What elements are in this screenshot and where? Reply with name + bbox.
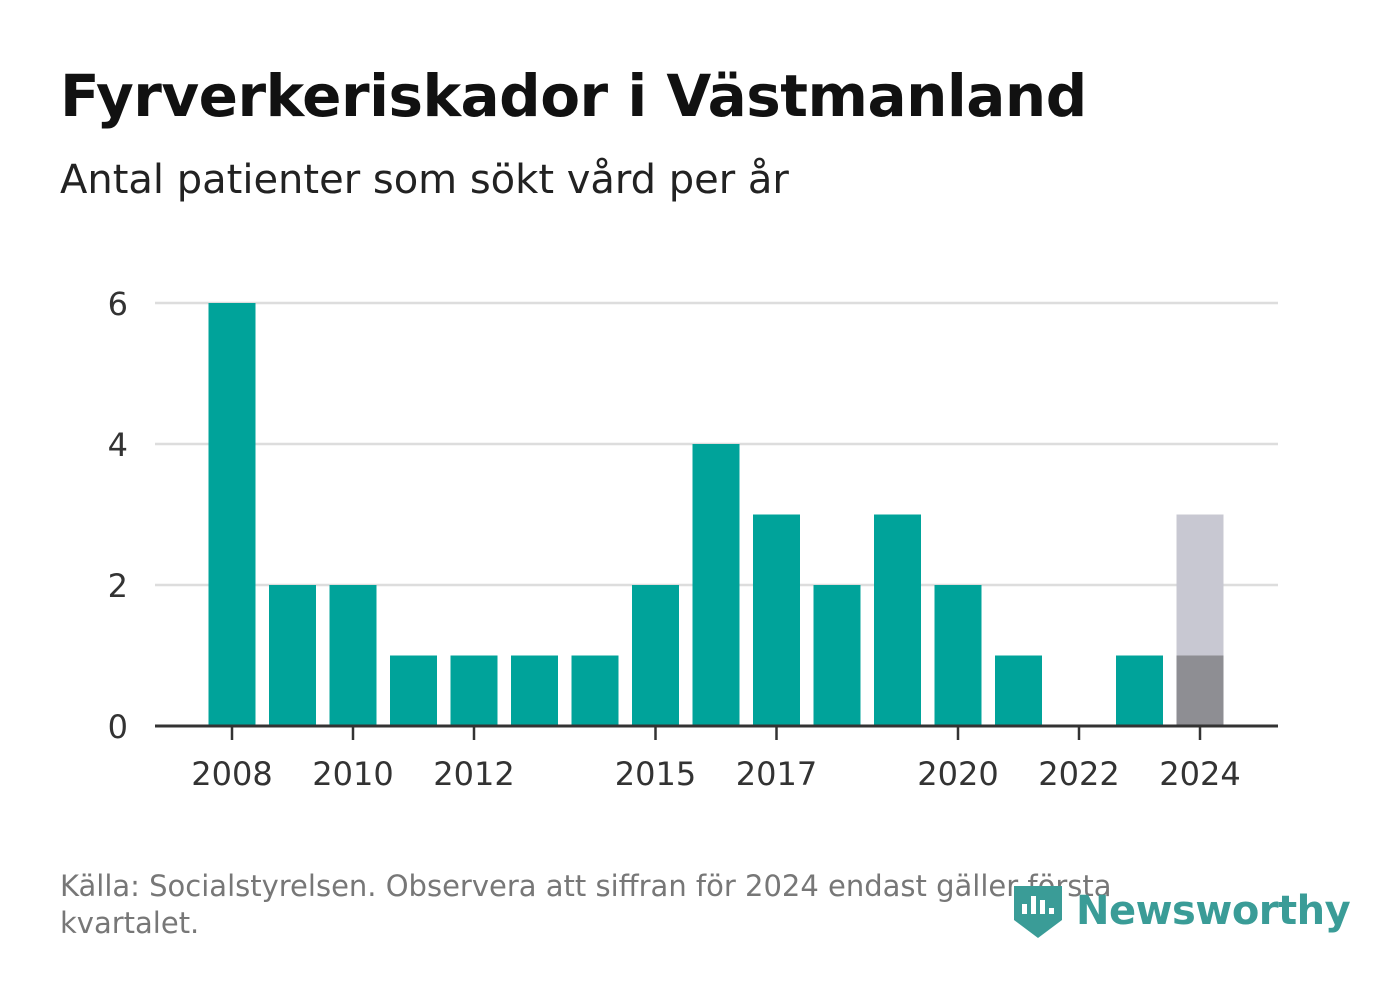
x-tick-label: 2024	[1159, 755, 1240, 793]
bar-2023	[1116, 655, 1163, 726]
bar-2021	[995, 655, 1042, 726]
bar-2010	[329, 585, 377, 726]
x-tick-label: 2010	[312, 755, 393, 793]
bar-2015	[632, 585, 679, 726]
bar-2018	[813, 585, 861, 726]
x-tick-label: 2012	[433, 755, 514, 793]
bar-2024-partial	[1176, 655, 1224, 726]
bar-2019	[874, 514, 921, 726]
logo-text: Newsworthy	[1076, 888, 1351, 934]
y-tick-label: 0	[108, 708, 128, 746]
bar-2009	[269, 585, 316, 726]
newsworthy-logo: Newsworthy	[1010, 880, 1351, 942]
bars	[208, 303, 1224, 726]
newsworthy-logo-icon	[1014, 886, 1062, 938]
bar-2020	[934, 585, 982, 726]
y-tick-label: 6	[108, 285, 128, 323]
bar-2024-full-year	[1176, 514, 1224, 656]
chart-title: Fyrverkeriskador i Västmanland	[60, 62, 1087, 130]
axes: 0 2 4 6 2008 2010 2012 2015 2017 2020 2022 2024	[108, 285, 1278, 793]
source-note: Källa: Socialstyrelsen. Observera att si…	[60, 869, 1112, 940]
bar-2014	[571, 655, 619, 726]
x-tick-label: 2008	[191, 755, 272, 793]
bar-2008	[208, 303, 256, 726]
bar-2017	[753, 514, 800, 726]
bar-2016	[692, 444, 740, 726]
bar-2013	[511, 655, 558, 726]
x-tick-label: 2022	[1038, 755, 1119, 793]
y-tick-label: 2	[108, 567, 128, 605]
chart-subtitle: Antal patienter som sökt vård per år	[60, 157, 789, 203]
x-tick-label: 2017	[736, 755, 817, 793]
x-tick-label: 2020	[917, 755, 998, 793]
bar-2012	[450, 655, 498, 726]
bar-2011	[390, 655, 437, 726]
x-tick-label: 2015	[615, 755, 696, 793]
y-tick-label: 4	[108, 426, 128, 464]
